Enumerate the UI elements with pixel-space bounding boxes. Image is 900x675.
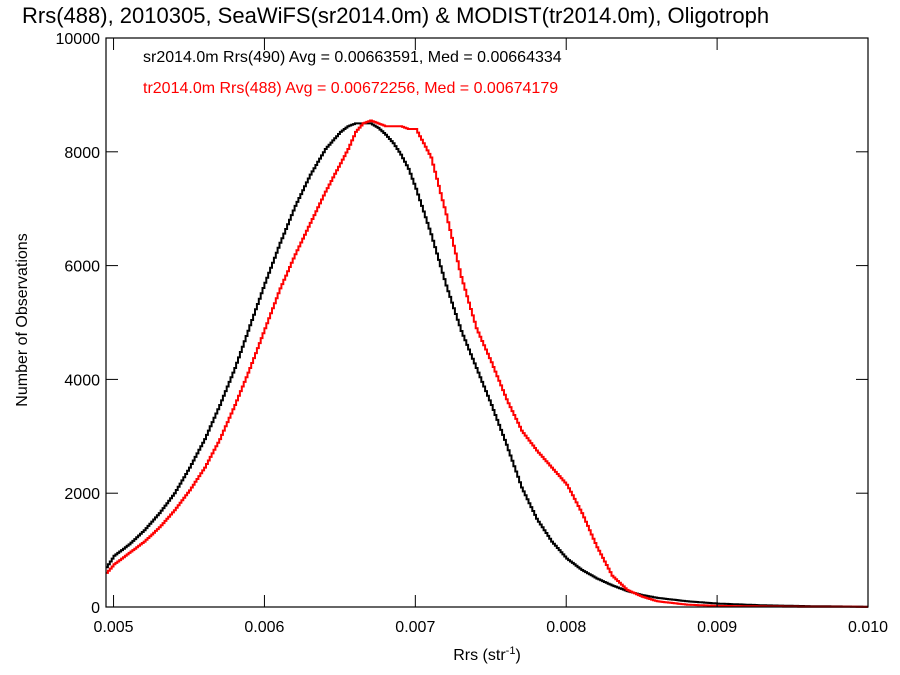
x-tick-label: 0.006 [244,619,284,636]
y-tick-label: 10000 [56,31,101,48]
y-tick-label: 0 [91,600,100,617]
x-tick-label: 0.008 [546,619,586,636]
legend-entry-red-series: tr2014.0m Rrs(488) Avg = 0.00672256, Med… [143,80,558,97]
x-tick-label: 0.007 [395,619,435,636]
y-tick-label: 2000 [64,486,100,503]
y-tick-label: 6000 [64,259,100,276]
plot-area: 0.005 0.006 0.007 0.008 0.009 0.010 0 2000 4000 6… [56,31,889,636]
series-line-0 [106,122,868,608]
legend: sr2014.0m Rrs(490) Avg = 0.00663591, Med… [143,49,562,97]
y-axis-label: Number of Observations [14,233,31,406]
y-tick-label: 8000 [64,145,100,162]
x-tick-label: 0.010 [848,619,888,636]
series-line-1 [106,119,868,608]
x-tick-label: 0.005 [94,619,134,636]
chart-title: Rrs(488), 2010305, SeaWiFS(sr2014.0m) & … [22,3,769,28]
x-tick-label: 0.009 [697,619,737,636]
legend-entry-black-series: sr2014.0m Rrs(490) Avg = 0.00663591, Med… [143,49,562,66]
x-axis-label: Rrs (str-1) [453,645,521,664]
plot-frame [105,37,869,608]
y-tick-label: 4000 [64,372,100,389]
